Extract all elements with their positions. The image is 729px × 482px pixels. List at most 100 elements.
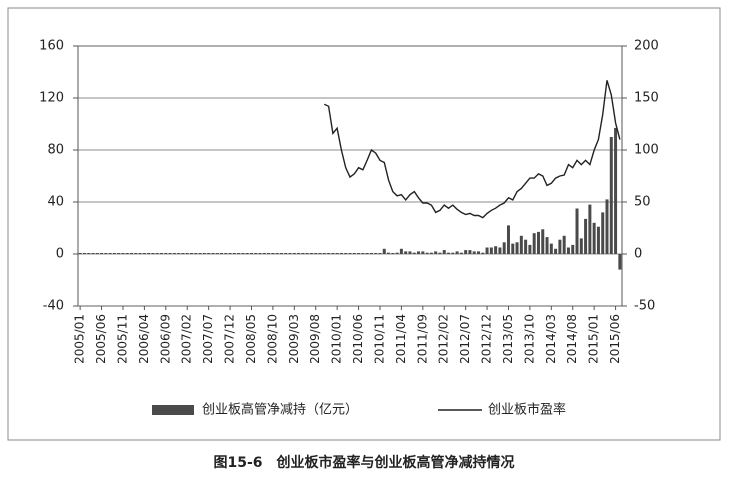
bar (601, 212, 605, 254)
bar (391, 253, 395, 254)
bar (284, 253, 288, 254)
bar (365, 253, 369, 254)
y2-tick-label: 150 (634, 91, 659, 106)
bar (279, 253, 283, 254)
y2-tick-label: 100 (634, 143, 659, 158)
bar (271, 253, 275, 254)
bar (498, 247, 502, 254)
bar (297, 253, 301, 254)
bar (438, 252, 442, 254)
bar (87, 253, 91, 254)
bar (138, 253, 142, 254)
x-tick-label: 2009/08 (308, 314, 322, 364)
bar (211, 253, 215, 254)
bar (605, 199, 609, 254)
legend-label: 创业板市盈率 (488, 402, 566, 418)
bar (442, 250, 446, 254)
bar (237, 253, 241, 254)
bar (519, 235, 523, 254)
x-tick-label: 2014/03 (544, 314, 558, 364)
bar (566, 247, 570, 254)
bar (357, 253, 361, 254)
x-tick-label: 2015/01 (587, 314, 601, 364)
bar (254, 253, 258, 254)
bar (160, 253, 164, 254)
bar (528, 244, 532, 254)
bar (451, 252, 455, 254)
bar (417, 251, 421, 254)
bar (506, 225, 510, 254)
bar (374, 253, 378, 254)
bar (477, 251, 481, 254)
bar (108, 253, 112, 254)
bar (382, 248, 386, 254)
y-tick-label: 120 (39, 91, 64, 106)
bar (134, 253, 138, 254)
x-tick-label: 2007/12 (223, 314, 237, 364)
bar (339, 253, 343, 254)
bar (168, 253, 172, 254)
bar (502, 242, 506, 254)
bar (262, 253, 266, 254)
legend-swatch (152, 405, 194, 415)
bar (387, 252, 391, 254)
x-tick-label: 2008/10 (265, 314, 279, 364)
bar (536, 231, 540, 254)
bar (464, 250, 468, 254)
bar (378, 253, 382, 254)
bar (309, 253, 313, 254)
y2-tick-label: 50 (634, 195, 651, 210)
bar (511, 243, 515, 254)
bar (100, 253, 104, 254)
bar (121, 253, 125, 254)
x-tick-label: 2014/08 (565, 314, 579, 364)
bar (404, 251, 408, 254)
bar (596, 226, 600, 254)
bar (241, 253, 245, 254)
bar (395, 252, 399, 254)
bar (541, 229, 545, 254)
x-tick-label: 2013/10 (522, 314, 536, 364)
bar (558, 239, 562, 254)
bar (177, 253, 181, 254)
x-tick-label: 2010/01 (330, 314, 344, 364)
y-tick-label: 0 (56, 247, 64, 262)
x-tick-label: 2010/06 (351, 314, 365, 364)
x-tick-label: 2007/07 (201, 314, 215, 364)
caption: 图15-6 创业板市盈率与创业板高管净减持情况 (213, 454, 514, 471)
bar (481, 252, 485, 254)
bar (232, 253, 236, 254)
x-tick-label: 2012/07 (458, 314, 472, 364)
bar (485, 247, 489, 254)
y-tick-label: 160 (39, 39, 64, 54)
bar (190, 253, 194, 254)
x-tick-label: 2011/04 (394, 314, 408, 364)
bar (172, 253, 176, 254)
bar (592, 222, 596, 254)
bar (425, 252, 429, 254)
bar (155, 253, 159, 254)
bar (494, 246, 498, 254)
y-tick-label: 40 (47, 195, 64, 210)
bar (327, 253, 331, 254)
bar (468, 250, 472, 254)
bar (331, 253, 335, 254)
bar (202, 253, 206, 254)
bar (95, 253, 99, 254)
bar (117, 253, 121, 254)
bar (614, 127, 618, 254)
bar (399, 248, 403, 254)
bar (361, 253, 365, 254)
bar (588, 204, 592, 254)
x-tick-label: 2013/05 (501, 314, 515, 364)
bar (412, 252, 416, 254)
bar (207, 253, 211, 254)
bar (125, 253, 129, 254)
bar (288, 253, 292, 254)
bar (224, 253, 228, 254)
bar (515, 242, 519, 254)
x-tick-label: 2007/02 (180, 314, 194, 364)
bar (91, 253, 95, 254)
bar (151, 253, 155, 254)
x-tick-label: 2012/02 (437, 314, 451, 364)
